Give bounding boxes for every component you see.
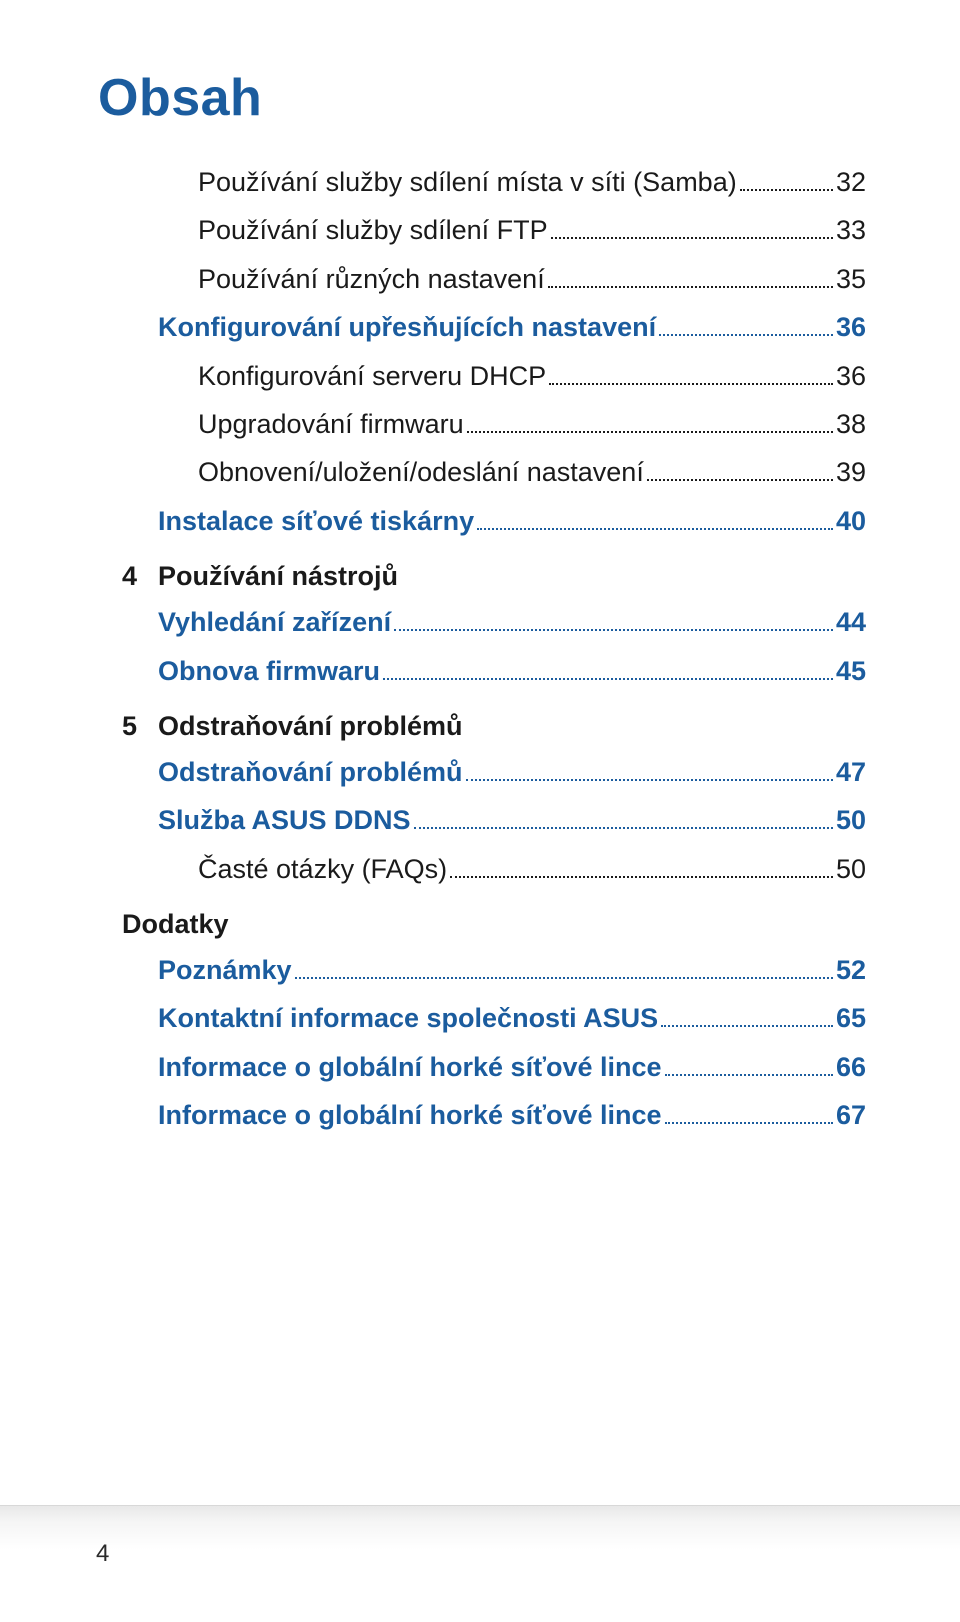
toc-label: Upgradování firmwaru — [198, 408, 464, 440]
toc-entry[interactable]: Konfigurování serveru DHCP 36 — [96, 360, 866, 392]
toc-entry[interactable]: Služba ASUS DDNS 50 — [96, 804, 866, 836]
page-number: 4 — [96, 1540, 109, 1568]
toc-page: 35 — [836, 263, 866, 295]
toc-entry[interactable]: Instalace síťové tiskárny 40 — [96, 505, 866, 537]
toc-page: 38 — [836, 408, 866, 440]
toc-page: 36 — [836, 360, 866, 392]
toc-entry[interactable]: Odstraňování problémů 47 — [96, 756, 866, 788]
toc-label: Obnovení/uložení/odeslání nastavení — [198, 456, 644, 488]
toc-label: Služba ASUS DDNS — [158, 804, 411, 836]
toc-title: Obsah — [98, 68, 866, 128]
toc-page: 44 — [836, 606, 866, 638]
leader — [665, 1106, 833, 1124]
toc-entry[interactable]: Upgradování firmwaru 38 — [96, 408, 866, 440]
toc-page: 33 — [836, 214, 866, 246]
toc-entry[interactable]: Kontaktní informace společnosti ASUS 65 — [96, 1002, 866, 1034]
toc-entry[interactable]: Konfigurování upřesňujících nastavení 36 — [96, 311, 866, 343]
leader — [661, 1009, 833, 1027]
leader — [383, 661, 833, 679]
leader — [414, 811, 833, 829]
toc-page: 32 — [836, 166, 866, 198]
leader — [647, 463, 833, 481]
leader — [450, 860, 833, 878]
toc-page: 65 — [836, 1002, 866, 1034]
chapter-heading: 5 Odstraňování problémů — [96, 711, 866, 742]
leader — [659, 318, 833, 336]
toc-label: Konfigurování serveru DHCP — [198, 360, 546, 392]
chapter-number: 5 — [122, 711, 158, 742]
chapter-title: Odstraňování problémů — [158, 711, 463, 742]
toc-page: 39 — [836, 456, 866, 488]
toc-entry[interactable]: Používání různých nastavení 35 — [96, 263, 866, 295]
toc-label: Časté otázky (FAQs) — [198, 853, 447, 885]
page: Obsah Používání služby sdílení místa v s… — [0, 0, 960, 1622]
toc-label: Používání služby sdílení FTP — [198, 214, 548, 246]
leader — [295, 961, 833, 979]
toc-entry[interactable]: Obnova firmwaru 45 — [96, 655, 866, 687]
toc-entry[interactable]: Informace o globální horké síťové lince … — [96, 1051, 866, 1083]
leader — [548, 270, 833, 288]
toc-page: 40 — [836, 505, 866, 537]
toc-label: Používání služby sdílení místa v síti (S… — [198, 166, 737, 198]
toc-label: Informace o globální horké síťové lince — [158, 1099, 662, 1131]
leader — [551, 221, 833, 239]
leader — [466, 763, 833, 781]
toc-label: Instalace síťové tiskárny — [158, 505, 474, 537]
toc-page: 45 — [836, 655, 866, 687]
toc-label: Odstraňování problémů — [158, 756, 463, 788]
leader — [740, 173, 833, 191]
toc-page: 47 — [836, 756, 866, 788]
chapter-title: Používání nástrojů — [158, 561, 398, 592]
toc-page: 50 — [836, 804, 866, 836]
leader — [665, 1058, 833, 1076]
toc-page: 67 — [836, 1099, 866, 1131]
toc-label: Informace o globální horké síťové lince — [158, 1051, 662, 1083]
toc-label: Obnova firmwaru — [158, 655, 380, 687]
toc-label: Poznámky — [158, 954, 292, 986]
toc-page: 52 — [836, 954, 866, 986]
leader — [467, 415, 833, 433]
toc-page: 50 — [836, 853, 866, 885]
leader — [394, 613, 833, 631]
toc-page: 36 — [836, 311, 866, 343]
toc-entry[interactable]: Vyhledání zařízení 44 — [96, 606, 866, 638]
toc-entry[interactable]: Poznámky 52 — [96, 954, 866, 986]
toc-label: Vyhledání zařízení — [158, 606, 391, 638]
footer-band — [0, 1505, 960, 1550]
toc-label: Kontaktní informace společnosti ASUS — [158, 1002, 658, 1034]
toc-label: Používání různých nastavení — [198, 263, 545, 295]
leader — [477, 512, 833, 530]
toc-entry[interactable]: Používání služby sdílení místa v síti (S… — [96, 166, 866, 198]
toc-entry[interactable]: Obnovení/uložení/odeslání nastavení 39 — [96, 456, 866, 488]
toc-label: Konfigurování upřesňujících nastavení — [158, 311, 656, 343]
toc-entry[interactable]: Časté otázky (FAQs) 50 — [96, 853, 866, 885]
toc-page: 66 — [836, 1051, 866, 1083]
toc-entry[interactable]: Používání služby sdílení FTP 33 — [96, 214, 866, 246]
chapter-number: 4 — [122, 561, 158, 592]
chapter-heading: 4 Používání nástrojů — [96, 561, 866, 592]
leader — [549, 366, 833, 384]
toc-entry[interactable]: Informace o globální horké síťové lince … — [96, 1099, 866, 1131]
appendix-heading: Dodatky — [96, 909, 866, 940]
